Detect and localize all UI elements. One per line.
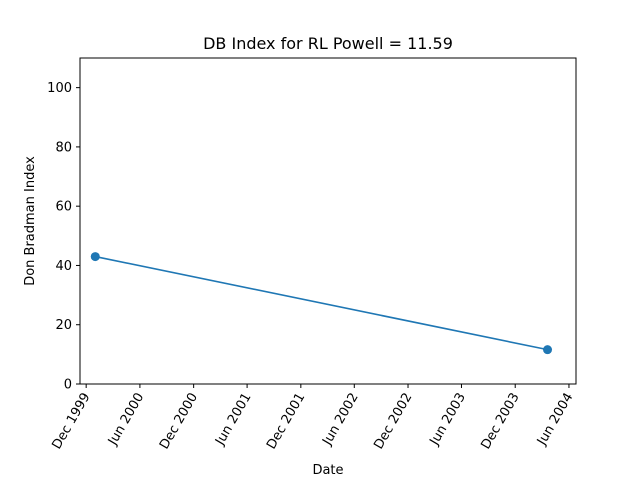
data-point bbox=[90, 252, 100, 262]
x-tick-label: Jun 2004 bbox=[534, 391, 576, 449]
x-tick-label: Jun 2002 bbox=[319, 391, 361, 449]
x-axis: Dec 1999 Jun 2000 Dec 2000 Jun 2001 Dec 2001… bbox=[49, 384, 576, 452]
y-axis-label: Don Bradman Index bbox=[23, 156, 38, 286]
data-point bbox=[543, 345, 553, 355]
x-tick-label: Dec 1999 bbox=[49, 391, 93, 453]
x-tick-label: Dec 2003 bbox=[478, 391, 522, 453]
x-tick-label: Dec 2000 bbox=[157, 391, 201, 453]
y-tick-label: 20 bbox=[55, 318, 72, 333]
series-layer bbox=[90, 252, 553, 355]
y-tick-label: 100 bbox=[47, 81, 72, 96]
x-tick-label: Jun 2000 bbox=[105, 391, 147, 449]
y-axis: 0 20 40 60 80 100 bbox=[47, 81, 80, 393]
y-tick-label: 60 bbox=[55, 200, 72, 215]
series-line bbox=[95, 255, 548, 351]
y-tick-label: 0 bbox=[64, 378, 72, 393]
y-tick-label: 40 bbox=[55, 259, 72, 274]
x-tick-label: Dec 2001 bbox=[264, 391, 308, 453]
chart-title: DB Index for RL Powell = 11.59 bbox=[203, 34, 453, 53]
x-tick-label: Jun 2003 bbox=[427, 391, 469, 449]
x-axis-label: Date bbox=[312, 463, 343, 478]
x-tick-label: Dec 2002 bbox=[371, 391, 415, 453]
y-tick-label: 80 bbox=[55, 140, 72, 155]
plot-frame bbox=[79, 57, 577, 385]
x-tick-label: Jun 2001 bbox=[212, 391, 254, 449]
